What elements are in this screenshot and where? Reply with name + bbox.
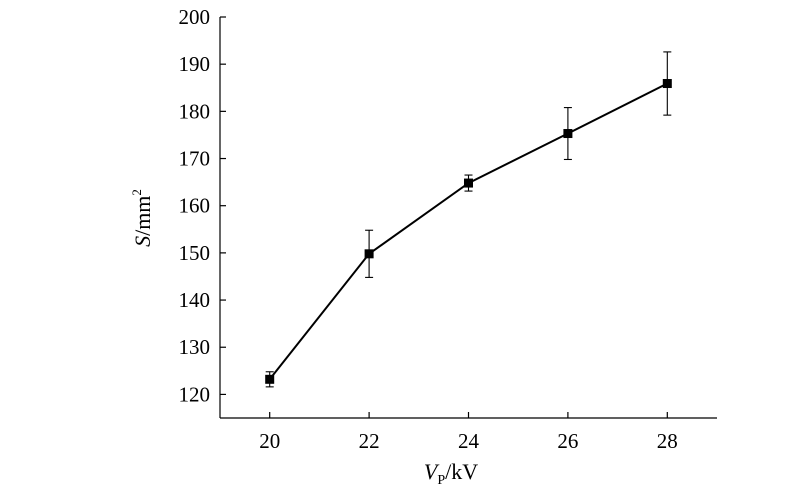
series [265,51,672,388]
x-axis-title-sub: P [437,473,445,488]
data-point [464,178,473,188]
y-axis-title-var: S [130,236,155,247]
series-line [268,82,668,380]
axes [219,17,717,419]
y-tick-label: 130 [179,335,211,359]
x-axis-title: VP/kV [424,459,478,488]
data-point [364,249,374,259]
y-tick-label: 180 [179,99,211,123]
data-point [265,374,275,384]
x-axis-title-unit: /kV [445,459,478,484]
y-tick-label: 140 [179,288,211,312]
x-tick-label: 28 [657,429,678,453]
y-axis-title-unit: /mm [130,196,155,236]
x-tick-label: 20 [259,429,280,453]
y-tick-label: 150 [179,241,211,265]
x-axis-title-var: V [424,459,440,484]
data-point [662,79,672,89]
y-tick-label: 200 [179,5,211,29]
x-tick-label: 22 [359,429,380,453]
x-tick-label: 26 [557,429,578,453]
y-axis-title-sup: 2 [129,189,144,196]
y-tick-label: 120 [179,382,211,406]
x-tick-label: 24 [458,429,480,453]
y-axis-title: S/mm2 [129,189,155,247]
y-tick-label: 170 [179,147,211,171]
data-point [563,129,573,139]
y-ticks: 120 130 140 150 160 170 180 190 200 [179,5,226,406]
y-tick-label: 160 [179,194,211,218]
y-tick-label: 190 [179,52,211,76]
x-ticks: 20 22 24 26 28 [259,412,678,453]
